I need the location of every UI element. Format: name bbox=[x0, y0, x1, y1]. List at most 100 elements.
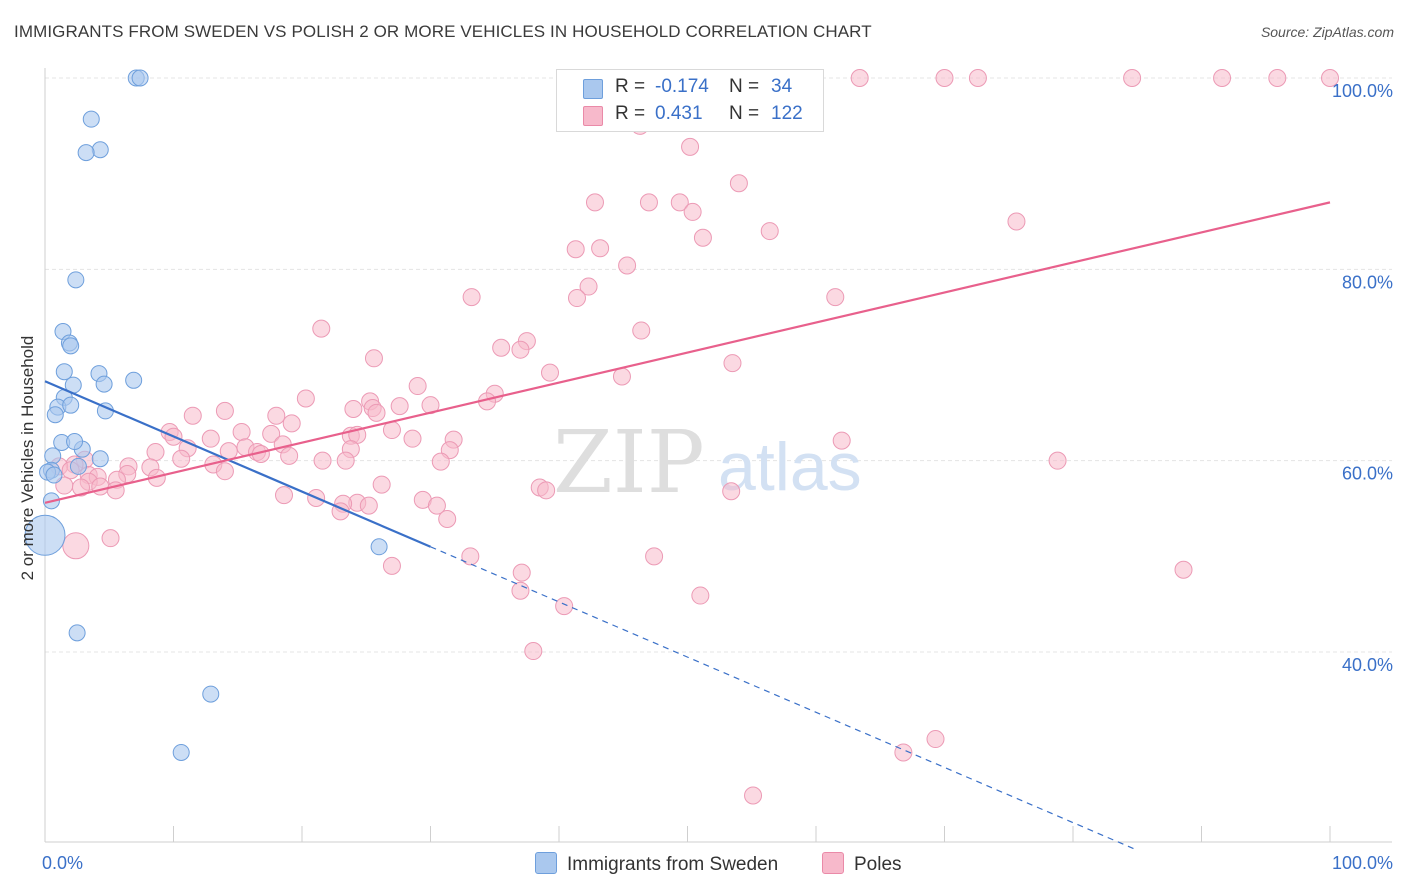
legend-r-value: -0.174 bbox=[655, 76, 709, 97]
legend-n-value: 34 bbox=[771, 76, 793, 97]
sweden-point bbox=[77, 144, 95, 162]
poles-point bbox=[1321, 69, 1339, 87]
y-tick-label: 100.0% bbox=[1332, 81, 1393, 101]
legend-swatch-poles bbox=[583, 106, 603, 126]
poles-point bbox=[344, 400, 363, 419]
poles-point bbox=[172, 449, 191, 468]
poles-point bbox=[1213, 69, 1232, 87]
poles-point bbox=[313, 451, 332, 470]
poles-point bbox=[101, 529, 120, 548]
poles-point bbox=[146, 443, 165, 462]
legend-row-poles: R = 0.431 N = 122 bbox=[557, 102, 823, 128]
sweden-point bbox=[67, 271, 85, 289]
poles-point bbox=[722, 482, 741, 501]
sweden-point bbox=[24, 514, 66, 556]
poles-point bbox=[670, 193, 689, 212]
poles-point bbox=[832, 431, 851, 450]
poles-point bbox=[612, 367, 631, 386]
sweden-point bbox=[370, 538, 388, 556]
poles-point bbox=[524, 642, 543, 661]
poles-point bbox=[693, 228, 712, 247]
correlation-legend: R = -0.174 N = 34 R = 0.431 N = 122 bbox=[556, 69, 824, 132]
poles-point bbox=[935, 69, 954, 87]
poles-point bbox=[579, 277, 598, 296]
legend-swatch-sweden bbox=[535, 852, 557, 874]
legend-n-label: N = bbox=[729, 103, 760, 124]
poles-point bbox=[585, 193, 604, 212]
legend-label-poles: Poles bbox=[854, 854, 902, 875]
sweden-point bbox=[95, 375, 113, 393]
poles-point bbox=[267, 406, 286, 425]
legend-item-sweden[interactable]: Immigrants from Sweden bbox=[535, 852, 778, 876]
poles-point bbox=[462, 288, 481, 307]
sweden-point bbox=[66, 433, 84, 451]
poles-point bbox=[91, 477, 110, 496]
poles-point bbox=[71, 478, 90, 497]
sweden-point bbox=[172, 743, 190, 761]
poles-point bbox=[1174, 560, 1193, 579]
tick-labels: 40.0% 60.0% 80.0% 100.0% 0.0% 100.0% bbox=[42, 81, 1393, 873]
poles-point bbox=[541, 363, 560, 382]
poles-point bbox=[537, 481, 556, 500]
poles-point bbox=[691, 586, 710, 605]
poles-point bbox=[826, 288, 845, 307]
poles-point bbox=[492, 338, 511, 357]
poles-point bbox=[275, 486, 294, 505]
legend-swatch-poles bbox=[822, 852, 844, 874]
legend-row-sweden: R = -0.174 N = 34 bbox=[557, 75, 823, 101]
poles-point bbox=[683, 202, 702, 221]
poles-point bbox=[431, 452, 450, 471]
poles-trend-line bbox=[44, 201, 1331, 504]
watermark-zip: ZIP bbox=[553, 413, 705, 513]
poles-point bbox=[336, 451, 355, 470]
sweden-point bbox=[44, 447, 62, 465]
poles-point bbox=[215, 462, 234, 481]
y-tick-label: 60.0% bbox=[1342, 464, 1393, 484]
sweden-point bbox=[69, 457, 87, 475]
legend-item-poles[interactable]: Poles bbox=[822, 852, 902, 876]
sweden-point bbox=[62, 396, 80, 414]
poles-point bbox=[183, 406, 202, 425]
gridlines bbox=[45, 77, 1392, 653]
poles-point bbox=[760, 222, 779, 241]
poles-point bbox=[511, 581, 530, 600]
poles-point bbox=[723, 354, 742, 373]
poles-point bbox=[850, 69, 869, 87]
poles-point bbox=[201, 429, 220, 448]
poles-point bbox=[618, 256, 637, 275]
poles-point bbox=[382, 556, 401, 575]
legend-swatch-sweden bbox=[583, 79, 603, 99]
sweden-point bbox=[91, 450, 109, 468]
poles-point bbox=[312, 319, 331, 338]
poles-point bbox=[364, 349, 383, 368]
trend-lines bbox=[44, 201, 1331, 850]
poles-point bbox=[280, 446, 299, 465]
sweden-point bbox=[45, 466, 63, 484]
poles-point bbox=[567, 289, 586, 308]
poles-point bbox=[645, 547, 664, 566]
sweden-point bbox=[55, 363, 73, 381]
poles-point bbox=[1007, 212, 1026, 231]
poles-point bbox=[408, 377, 427, 396]
poles-point bbox=[591, 239, 610, 258]
poles-point bbox=[555, 597, 574, 616]
legend-r-label: R = bbox=[615, 103, 646, 124]
poles-point bbox=[681, 137, 700, 156]
chart-title: IMMIGRANTS FROM SWEDEN VS POLISH 2 OR MO… bbox=[14, 22, 872, 41]
sweden-point bbox=[125, 371, 143, 389]
sweden-point bbox=[131, 69, 149, 87]
legend-r-label: R = bbox=[615, 76, 646, 97]
y-tick-label: 40.0% bbox=[1342, 655, 1393, 675]
x-tick-label: 100.0% bbox=[1332, 853, 1393, 873]
poles-point bbox=[403, 429, 422, 448]
poles-point bbox=[512, 563, 531, 582]
sweden-point bbox=[46, 406, 64, 424]
poles-point bbox=[1048, 451, 1067, 470]
poles-point bbox=[372, 475, 391, 494]
legend-n-value: 122 bbox=[771, 103, 803, 124]
poles-point bbox=[461, 547, 480, 566]
sweden-point bbox=[82, 110, 100, 128]
source-label: Source: ZipAtlas.com bbox=[1260, 24, 1394, 40]
sweden-trend-extension bbox=[430, 546, 1135, 850]
